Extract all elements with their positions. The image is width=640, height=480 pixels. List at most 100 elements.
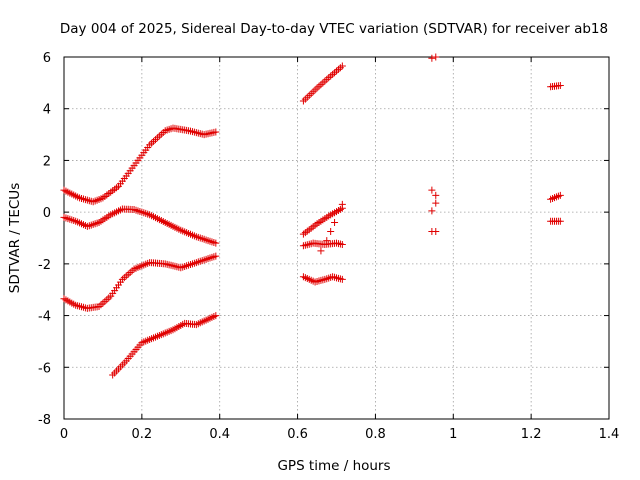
data-point bbox=[208, 238, 216, 246]
y-axis-label: SDTVAR / TECUs bbox=[7, 183, 23, 293]
data-point bbox=[305, 226, 313, 234]
data-point bbox=[338, 200, 346, 208]
data-point bbox=[338, 62, 346, 70]
data-point bbox=[183, 262, 191, 270]
x-tick-label: 0.6 bbox=[287, 427, 308, 442]
data-point bbox=[60, 213, 68, 221]
x-tick-label: 0 bbox=[60, 427, 68, 442]
data-point bbox=[432, 53, 440, 61]
data-point bbox=[336, 64, 344, 72]
data-point bbox=[301, 229, 309, 237]
x-tick-label: 0.4 bbox=[209, 427, 230, 442]
data-point bbox=[325, 274, 333, 282]
data-point bbox=[126, 268, 134, 276]
data-point bbox=[148, 139, 156, 147]
data-point bbox=[157, 130, 165, 138]
y-tick-label: 6 bbox=[43, 51, 51, 66]
data-point bbox=[338, 240, 346, 248]
data-point bbox=[190, 259, 198, 267]
data-point bbox=[202, 236, 210, 244]
data-point bbox=[327, 228, 335, 236]
data-point bbox=[323, 75, 331, 83]
grid-layer bbox=[64, 57, 609, 419]
data-point bbox=[307, 224, 315, 232]
data-point bbox=[93, 219, 101, 227]
data-point bbox=[432, 199, 440, 207]
data-point bbox=[315, 82, 323, 90]
data-point bbox=[338, 275, 346, 283]
data-point bbox=[331, 69, 339, 77]
data-point bbox=[556, 81, 564, 89]
data-point bbox=[299, 242, 307, 250]
ticks-layer: 0 0.2 0.4 0.6 0.8 1 1.2 1.4 -8 -6 -4 -2 0 2 4 6 bbox=[38, 51, 619, 442]
data-point bbox=[428, 186, 436, 194]
data-point bbox=[200, 235, 208, 243]
data-point bbox=[333, 274, 340, 282]
data-point bbox=[212, 252, 220, 260]
data-point bbox=[181, 262, 189, 270]
data-point bbox=[200, 256, 208, 264]
data-point bbox=[206, 254, 214, 262]
data-points bbox=[60, 53, 564, 379]
data-point bbox=[299, 97, 307, 105]
data-point bbox=[122, 272, 130, 280]
y-tick-label: -8 bbox=[38, 413, 51, 428]
data-point bbox=[299, 230, 307, 238]
x-tick-label: 1.2 bbox=[521, 427, 542, 442]
x-axis-label: GPS time / hours bbox=[277, 458, 390, 474]
data-point bbox=[161, 127, 169, 135]
data-point bbox=[136, 207, 144, 215]
data-point bbox=[305, 240, 313, 248]
data-point bbox=[317, 276, 325, 284]
data-point bbox=[196, 257, 204, 265]
data-point bbox=[177, 264, 185, 272]
data-point bbox=[323, 237, 331, 245]
data-point bbox=[331, 218, 339, 226]
data-point bbox=[124, 270, 132, 278]
data-point bbox=[99, 299, 107, 307]
data-point bbox=[331, 273, 339, 281]
data-point bbox=[212, 239, 220, 247]
data-point bbox=[329, 70, 337, 78]
data-point bbox=[81, 196, 89, 204]
data-point bbox=[212, 312, 220, 320]
data-point bbox=[309, 88, 317, 96]
data-point bbox=[301, 241, 309, 249]
data-point bbox=[317, 247, 325, 255]
data-point bbox=[210, 253, 218, 261]
data-point bbox=[89, 220, 97, 228]
data-point bbox=[79, 303, 87, 311]
data-point bbox=[333, 67, 340, 75]
data-point bbox=[307, 90, 315, 98]
data-point bbox=[150, 137, 158, 145]
data-point bbox=[317, 81, 325, 89]
y-tick-label: -4 bbox=[38, 310, 51, 325]
data-point bbox=[325, 74, 333, 82]
x-tick-label: 0.2 bbox=[132, 427, 153, 442]
data-point bbox=[309, 223, 317, 231]
data-point bbox=[83, 196, 91, 204]
data-point bbox=[305, 91, 313, 99]
data-point bbox=[319, 276, 327, 284]
data-point bbox=[64, 215, 72, 223]
y-tick-label: 2 bbox=[43, 154, 51, 169]
data-point bbox=[85, 222, 93, 230]
data-point bbox=[556, 191, 564, 199]
data-point bbox=[303, 93, 311, 101]
data-point bbox=[428, 207, 436, 215]
data-point bbox=[321, 275, 329, 283]
data-point bbox=[194, 258, 202, 266]
data-point bbox=[179, 263, 187, 271]
data-point bbox=[334, 274, 342, 282]
data-point bbox=[313, 84, 321, 92]
x-tick-label: 1.4 bbox=[599, 427, 620, 442]
data-point bbox=[62, 214, 70, 222]
data-point bbox=[208, 253, 216, 261]
data-point bbox=[212, 128, 220, 136]
data-point bbox=[188, 260, 196, 268]
data-point bbox=[153, 134, 161, 142]
data-point bbox=[198, 257, 206, 265]
data-point bbox=[103, 296, 111, 304]
data-point bbox=[204, 237, 212, 245]
data-point bbox=[140, 209, 148, 217]
